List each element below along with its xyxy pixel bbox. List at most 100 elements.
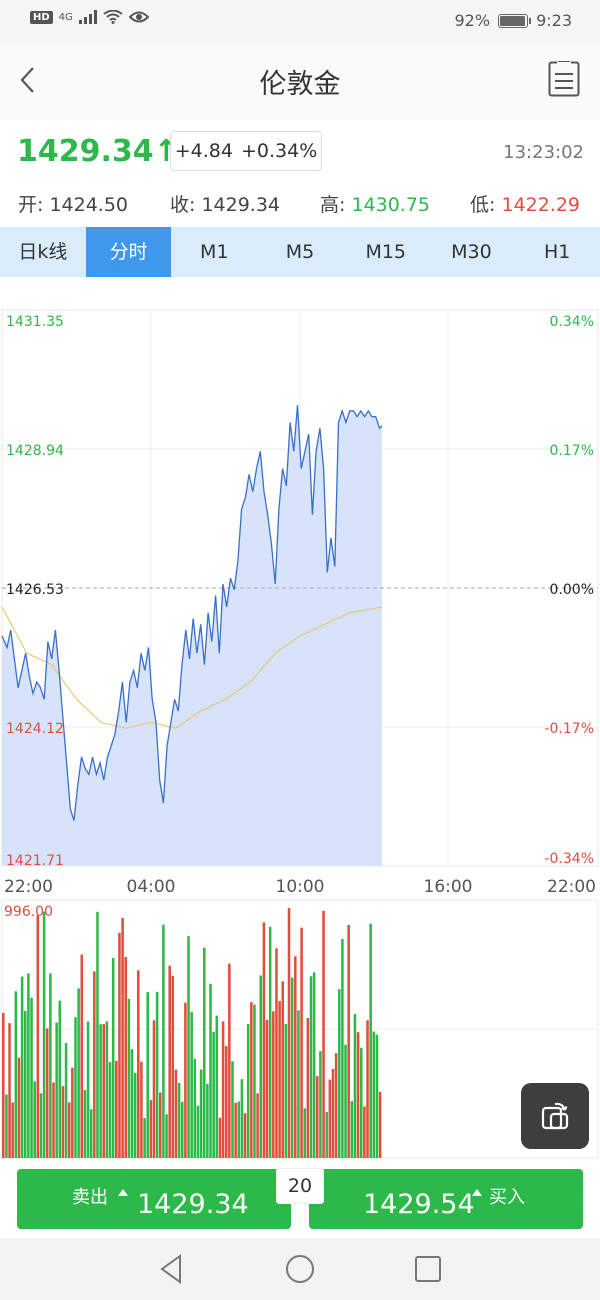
nav-home-button[interactable] <box>283 1252 317 1286</box>
hd-badge: HD <box>30 10 53 24</box>
volume-bar <box>319 1051 322 1158</box>
volume-bar <box>149 1100 153 1158</box>
volume-bar <box>240 1079 244 1158</box>
circle-home-icon <box>286 1255 314 1283</box>
page-title: 伦敦金 <box>259 69 341 100</box>
tab-m1[interactable]: M1 <box>200 241 229 263</box>
volume-bar <box>350 1101 354 1158</box>
volume-bar <box>278 1001 281 1158</box>
volume-bar <box>165 1114 168 1158</box>
volume-bar <box>102 1024 106 1158</box>
y-left-tick: 1431.35 <box>6 314 64 330</box>
tab-m30[interactable]: M30 <box>451 241 492 263</box>
price-row: 1429.34↑ +4.84 +0.34% 13:23:02 <box>0 120 600 184</box>
volume-bar <box>372 1031 376 1158</box>
volume-bar <box>14 991 18 1158</box>
high-field: 高: 1430.75 <box>320 190 430 217</box>
volume-bar <box>174 1069 178 1158</box>
buy-price: 1429.54 <box>363 1189 475 1220</box>
y-right-tick: 0.00% <box>550 582 594 598</box>
change-badge: +4.84 +0.34% <box>170 131 322 171</box>
list-icon <box>548 60 580 97</box>
rotate-screen-button[interactable] <box>521 1083 589 1149</box>
volume-bar <box>55 1022 58 1158</box>
volume-bar <box>334 1053 338 1158</box>
tab-daily-k[interactable]: 日k线 <box>18 241 68 263</box>
volume-bar <box>215 1015 219 1158</box>
volume-bar <box>99 1024 102 1158</box>
tab-m15[interactable]: M15 <box>365 241 407 263</box>
intraday-chart[interactable]: 1431.35 1428.94 1426.53 1424.12 1421.71 … <box>0 302 600 1160</box>
volume-bar <box>130 1049 134 1158</box>
volume-bar <box>378 1091 382 1158</box>
volume-bar <box>115 1060 118 1158</box>
volume-bar <box>152 1020 156 1158</box>
buy-button[interactable]: 1429.54 买入 <box>309 1169 583 1229</box>
nav-back-button[interactable] <box>154 1252 188 1286</box>
volume-bar <box>341 938 344 1158</box>
volume-bar <box>42 911 46 1158</box>
volume-bar <box>337 989 341 1158</box>
volume-bar <box>93 971 96 1158</box>
y-left-tick: 1426.53 <box>6 582 64 598</box>
y-left-tick: 1424.12 <box>6 721 64 737</box>
sell-button[interactable]: 卖出 1429.34 <box>17 1169 291 1229</box>
volume-bar <box>155 991 159 1158</box>
y-right-tick: -0.17% <box>544 721 594 737</box>
battery-icon <box>498 13 532 28</box>
volume-bar <box>177 1082 181 1158</box>
average-price-line <box>1 606 383 729</box>
price-value: 1429.34 <box>17 134 154 169</box>
battery-percent: 92% <box>454 11 491 30</box>
volume-bar <box>369 923 372 1158</box>
low-field: 低: 1422.29 <box>470 190 580 217</box>
volume-bar <box>74 1017 77 1158</box>
volume-bar <box>146 992 149 1158</box>
volume-bar <box>356 1032 360 1158</box>
volume-bar <box>67 1102 71 1158</box>
back-button[interactable] <box>14 62 44 98</box>
volume-bar <box>209 983 212 1158</box>
price-line <box>1 405 383 821</box>
x-tick: 04:00 <box>127 877 176 897</box>
volume-bar <box>162 924 165 1158</box>
volume-bar <box>187 936 190 1158</box>
volume-bar <box>312 972 316 1158</box>
volume-bar <box>168 965 171 1158</box>
volume-bar <box>61 1086 65 1158</box>
volume-bar <box>375 1034 379 1158</box>
volume-bar <box>111 957 115 1158</box>
volume-bar <box>206 1083 209 1158</box>
volume-bar <box>71 1067 74 1158</box>
volume-bar <box>118 932 121 1158</box>
nav-recents-button[interactable] <box>411 1252 445 1286</box>
y-left-tick: 1421.71 <box>6 853 64 869</box>
volume-bar <box>190 1012 193 1158</box>
lot-size[interactable]: 20 <box>276 1168 324 1204</box>
tab-h1[interactable]: H1 <box>543 241 571 263</box>
tab-m5[interactable]: M5 <box>285 241 315 263</box>
open-value: 1424.50 <box>49 194 129 216</box>
volume-bar <box>272 1011 275 1158</box>
volume-bar <box>52 1082 55 1158</box>
quote-time: 13:23:02 <box>503 142 584 163</box>
volume-bar <box>8 1023 11 1158</box>
volume-bar <box>359 1047 363 1158</box>
tab-intraday[interactable]: 分时 <box>85 227 172 277</box>
close-field: 收: 1429.34 <box>170 190 280 217</box>
volume-bar <box>297 1010 300 1158</box>
volume-bar <box>89 1109 93 1158</box>
volume-bar <box>228 963 231 1158</box>
menu-button[interactable] <box>548 60 580 97</box>
volume-bar <box>45 1028 49 1158</box>
volume-bar <box>2 1012 5 1158</box>
volume-bar <box>221 1021 225 1158</box>
volume-bar <box>325 1111 328 1158</box>
signal-icon <box>78 10 97 24</box>
volume-bar <box>347 925 350 1158</box>
volume-bar <box>23 1011 27 1158</box>
volume-bar <box>328 1079 332 1158</box>
chevron-left-icon <box>20 67 34 93</box>
volume-bar <box>344 1044 347 1158</box>
